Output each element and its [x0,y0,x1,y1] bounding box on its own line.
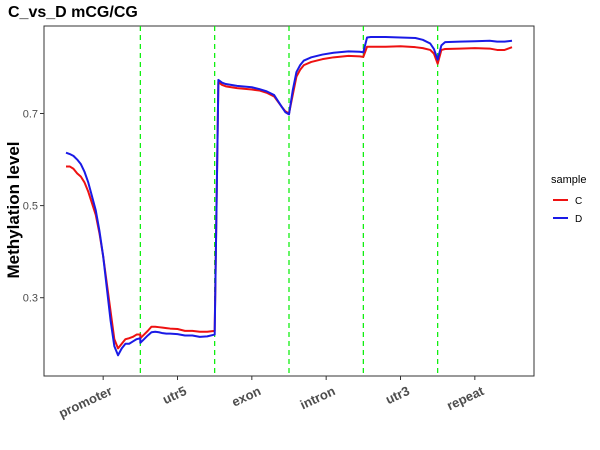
y-axis-label: Methylation level [4,142,23,279]
y-tick-label: 0.5 [23,201,38,213]
legend-label-D: D [575,214,582,225]
x-tick-label: utr3 [383,383,412,407]
series-lines [65,36,513,357]
series-line-C [66,45,513,350]
legend: sample CD [551,174,586,225]
chart-title: C_vs_D mCG/CG [8,4,138,21]
x-tick-label: promoter [56,383,114,421]
x-axis-ticks: promoter utr5 exon intron utr3 repeat [56,376,487,421]
x-tick-label: intron [298,383,338,412]
legend-title: sample [551,174,586,186]
x-tick-label: repeat [444,383,486,413]
series-line-D [65,36,513,357]
x-tick-label: utr5 [160,383,189,407]
legend-label-C: C [575,196,582,207]
x-tick-label: exon [229,383,263,409]
y-tick-label: 0.3 [23,293,38,305]
y-tick-label: 0.7 [23,109,38,121]
y-axis-ticks: 0.3 0.5 0.7 [23,109,44,305]
